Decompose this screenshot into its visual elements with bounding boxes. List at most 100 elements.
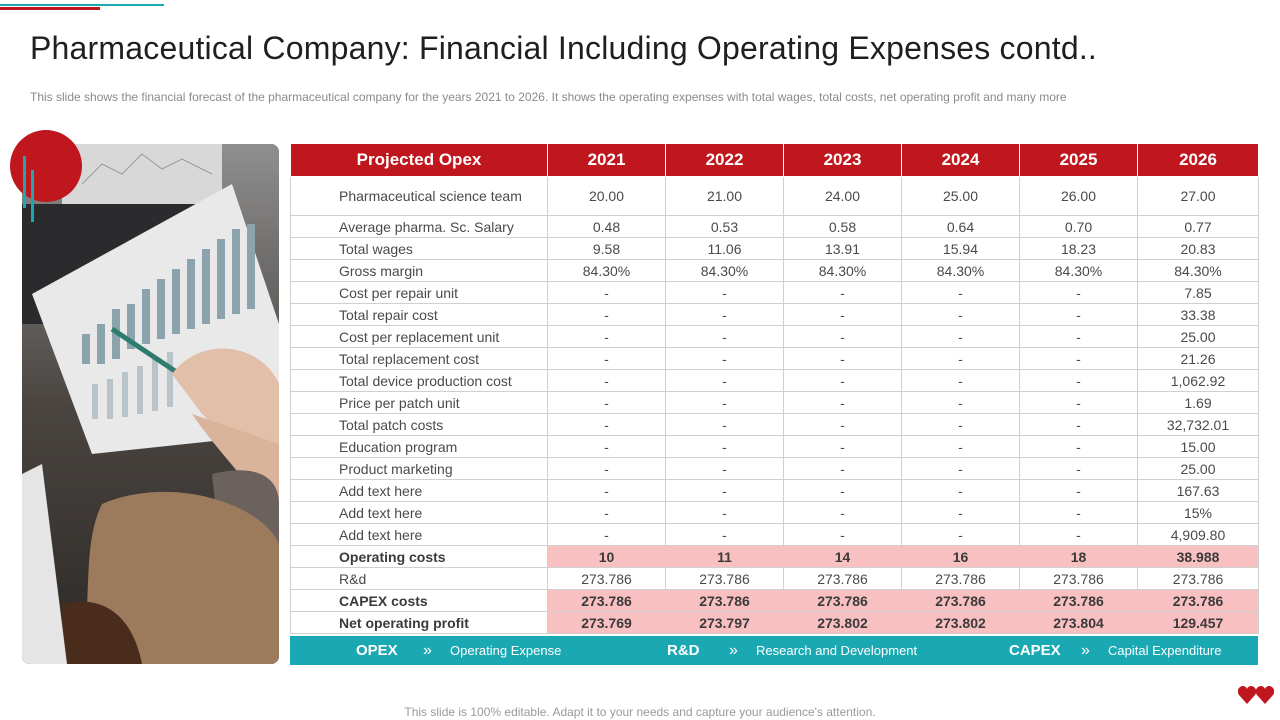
table-cell: 11 — [665, 545, 784, 568]
table-cell: 9.58 — [547, 237, 666, 260]
table-row: Total device production cost - - - - -1,062.9… — [290, 369, 1259, 392]
table-cell: 167.63 — [1137, 479, 1259, 502]
table-cell: - — [783, 281, 902, 304]
table-cell: - — [901, 479, 1020, 502]
column-header: Projected Opex — [290, 143, 548, 177]
table-cell: - — [1019, 391, 1138, 414]
row-label: Total device production cost — [290, 369, 548, 392]
table-cell: 273.802 — [783, 611, 902, 634]
table-row: Total patch costs - - - - -32,732.01 — [290, 413, 1259, 436]
table-cell: 1,062.92 — [1137, 369, 1259, 392]
table-cell: 13.91 — [783, 237, 902, 260]
table-cell: - — [665, 523, 784, 546]
table-cell: 0.53 — [665, 215, 784, 238]
table-cell: - — [547, 391, 666, 414]
legend-desc-capex: Capital Expenditure — [1108, 643, 1222, 658]
legend-desc-rnd: Research and Development — [756, 643, 918, 658]
table-row: Total replacement cost - - - - -21.26 — [290, 347, 1259, 370]
table-cell: - — [783, 325, 902, 348]
legend-desc-opex: Operating Expense — [450, 643, 562, 658]
table-cell: - — [901, 347, 1020, 370]
decor-red-circle — [10, 130, 82, 202]
table-cell: - — [1019, 325, 1138, 348]
table-cell: 129.457 — [1137, 611, 1259, 634]
table-cell: 273.802 — [901, 611, 1020, 634]
table-row: Operating costs 10 11 14 16 18 38.988 — [290, 545, 1259, 568]
table-cell: 273.797 — [665, 611, 784, 634]
table-row: Total wages 9.58 11.06 13.91 15.94 18.23 20.83 — [290, 237, 1259, 260]
legend-abbr-capex: CAPEX — [1009, 642, 1061, 659]
table-cell: - — [665, 413, 784, 436]
table-cell: 7.85 — [1137, 281, 1259, 304]
table-cell: - — [783, 413, 902, 436]
table-cell: 0.48 — [547, 215, 666, 238]
table-cell: - — [901, 523, 1020, 546]
table-cell: 32,732.01 — [1137, 413, 1259, 436]
table-cell: - — [547, 413, 666, 436]
footer-note: This slide is 100% editable. Adapt it to… — [404, 705, 876, 719]
table-row: Add text here - - - - -167.63 — [290, 479, 1259, 502]
table-cell: - — [1019, 413, 1138, 436]
table-cell: - — [547, 369, 666, 392]
table-cell: 273.786 — [1019, 567, 1138, 590]
table-row: Add text here - - - - -15% — [290, 501, 1259, 524]
table-cell: - — [547, 457, 666, 480]
table-cell: 273.786 — [665, 567, 784, 590]
row-label: Add text here — [290, 523, 548, 546]
row-label: Cost per replacement unit — [290, 325, 548, 348]
table-cell: 16 — [901, 545, 1020, 568]
table-cell: 0.64 — [901, 215, 1020, 238]
table-cell: 25.00 — [1137, 457, 1259, 480]
table-cell: 26.00 — [1019, 176, 1138, 216]
table-cell: - — [1019, 347, 1138, 370]
table-cell: - — [783, 479, 902, 502]
table-cell: - — [901, 435, 1020, 458]
table-cell: - — [665, 457, 784, 480]
table-cell: - — [547, 325, 666, 348]
row-label: Gross margin — [290, 259, 548, 282]
table-cell: 0.77 — [1137, 215, 1259, 238]
table-cell: 11.06 — [665, 237, 784, 260]
row-label: R&d — [290, 567, 548, 590]
table-cell: 273.786 — [901, 589, 1020, 612]
table-cell: - — [1019, 479, 1138, 502]
column-header: 2021 — [547, 143, 666, 177]
table-cell: 21.26 — [1137, 347, 1259, 370]
column-header: 2025 — [1019, 143, 1138, 177]
table-cell: - — [783, 501, 902, 524]
table-cell: 273.786 — [783, 589, 902, 612]
table-row: Average pharma. Sc. Salary 0.48 0.53 0.58 0.… — [290, 215, 1259, 238]
table-cell: - — [547, 501, 666, 524]
table-cell: 84.30% — [665, 259, 784, 282]
table-cell: 18 — [1019, 545, 1138, 568]
table-cell: - — [1019, 281, 1138, 304]
column-header: 2026 — [1137, 143, 1259, 177]
table-cell: - — [783, 391, 902, 414]
table-header-row: Projected Opex 2021 2022 2023 2024 2025 … — [290, 143, 1259, 177]
table-row: Gross margin 84.30% 84.30% 84.30% 84.30% 84.3… — [290, 259, 1259, 282]
row-label: Price per patch unit — [290, 391, 548, 414]
table-cell: - — [901, 457, 1020, 480]
table-cell: - — [1019, 457, 1138, 480]
table-cell: 273.769 — [547, 611, 666, 634]
table-cell: 273.786 — [783, 567, 902, 590]
table-cell: 0.58 — [783, 215, 902, 238]
hearts-logo-icon — [1237, 684, 1275, 711]
table-cell: 273.786 — [1019, 589, 1138, 612]
legend-abbr-opex: OPEX — [356, 642, 398, 659]
table-cell: - — [901, 281, 1020, 304]
row-label: Add text here — [290, 479, 548, 502]
table-cell: 273.786 — [665, 589, 784, 612]
table-cell: - — [783, 369, 902, 392]
row-label: Add text here — [290, 501, 548, 524]
row-label: Operating costs — [290, 545, 548, 568]
table-cell: - — [1019, 501, 1138, 524]
column-header: 2024 — [901, 143, 1020, 177]
row-label: Education program — [290, 435, 548, 458]
table-cell: 273.786 — [547, 589, 666, 612]
table-row: Cost per repair unit - - - - -7.85 — [290, 281, 1259, 304]
decor-line-teal — [0, 4, 164, 6]
table-cell: - — [783, 457, 902, 480]
table-cell: - — [783, 523, 902, 546]
table-cell: 0.70 — [1019, 215, 1138, 238]
